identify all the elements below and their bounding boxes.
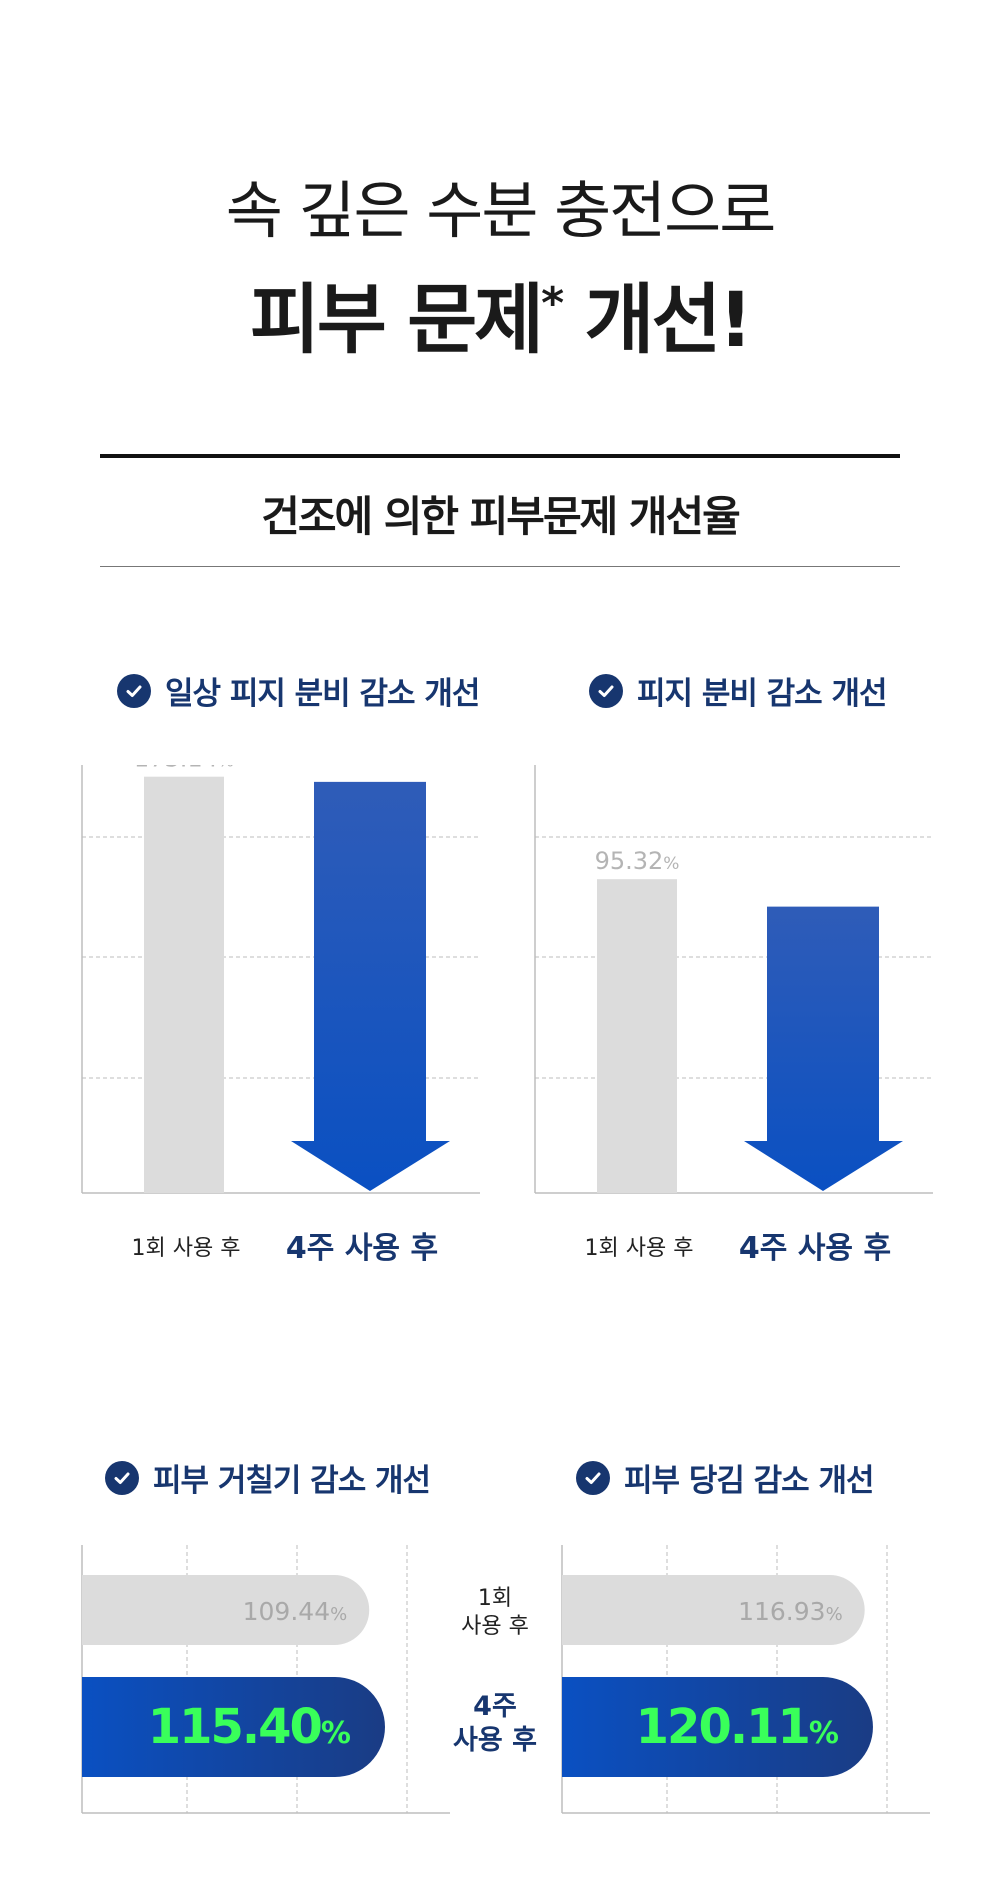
check-icon [117,673,151,708]
check-icon [105,1460,139,1495]
chart2-plot: 95.32% [534,765,933,1194]
headline-tail: 개선! [561,275,754,364]
chart1-title: 일상 피지 분비 감소 개선 [117,668,480,713]
row-label-second-line1: 4주 [473,1691,517,1722]
bar-first-value-label: 173.14% [134,765,234,773]
row-label-first-line2: 사용 후 [461,1614,529,1639]
chart2-xlabel-first: 1회 사용 후 [584,1236,694,1261]
bar-first-value-label: 116.93% [738,1597,843,1626]
chart2-title: 피지 분비 감소 개선 [589,668,888,713]
bar-second-value-label: 120.11% [636,1699,839,1755]
bar-first [597,879,677,1193]
divider-bottom [100,566,900,567]
chart4-title: 피부 당김 감소 개선 [576,1455,875,1500]
row-label-first: 1회 사용 후 [440,1585,550,1641]
bar-second [562,1677,873,1777]
chart1-xlabel-first: 1회 사용 후 [131,1236,241,1261]
chart1-title-label: 일상 피지 분비 감소 개선 [165,676,480,712]
section-subtitle: 건조에 의한 피부문제 개선율 [261,492,741,541]
chart4-plot: 116.93% 120.11% [561,1545,930,1814]
check-icon [576,1460,610,1495]
row-label-first-line1: 1회 [477,1586,513,1611]
bar-second [82,1677,385,1777]
bar-first-value-label: 109.44% [243,1597,348,1626]
headline-line1: 속 깊은 수분 충전으로 [225,174,776,247]
chart2-title-label: 피지 분비 감소 개선 [637,676,888,712]
bar-first-value-label: 95.32% [595,847,680,875]
bar-first [82,1575,370,1645]
bar-first [562,1575,865,1645]
chart4-title-label: 피부 당김 감소 개선 [624,1463,875,1499]
chart1-xlabel-second: 4주 사용 후 [285,1231,439,1266]
row-label-second: 4주 사용 후 [440,1690,550,1758]
footnote-mark: * [541,278,564,329]
bar-second-value-label: 115.40% [148,1699,351,1755]
headline-emphasis: 피부 문제 [249,275,544,364]
divider-top [100,454,900,458]
bar-second-decrease-arrow [744,906,903,1191]
chart3-title-label: 피부 거칠기 감소 개선 [153,1463,431,1499]
bar-first [144,776,224,1193]
bar-second-decrease-arrow [291,781,450,1191]
chart3-plot: 109.44% 115.40% [81,1545,450,1814]
headline-line2: 피부 문제* 개선! [0,258,1000,368]
check-icon [589,673,623,708]
chart1-plot: 173.14% [81,765,480,1194]
row-label-second-line2: 사용 후 [453,1725,537,1756]
chart2-xlabel-second: 4주 사용 후 [738,1231,892,1266]
chart3-title: 피부 거칠기 감소 개선 [105,1455,431,1500]
